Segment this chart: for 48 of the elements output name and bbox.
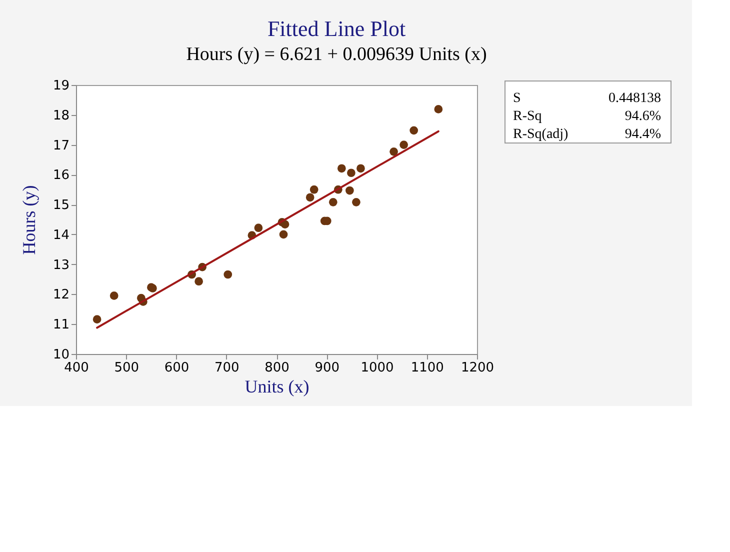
point: [306, 193, 314, 202]
point: [352, 198, 360, 206]
point: [400, 140, 408, 149]
y-axis-title: Hours (y): [18, 185, 39, 255]
y-tick-label: 11: [52, 318, 70, 333]
text: 94.4%: [624, 127, 662, 142]
point: [356, 164, 365, 173]
point: [310, 185, 318, 194]
text: S: [513, 91, 521, 106]
y-tick-label: 14: [52, 228, 70, 243]
x-tick-label: 600: [164, 360, 190, 376]
point: [254, 224, 263, 232]
point: [337, 164, 346, 173]
point: [224, 270, 232, 279]
x-tick-label: 900: [314, 360, 340, 376]
point: [280, 220, 290, 228]
point: [346, 186, 354, 195]
x-tick-label: 500: [114, 360, 140, 376]
y-tick-label: 13: [52, 258, 70, 273]
x-tick-label: 1200: [460, 360, 494, 376]
point: [347, 168, 356, 178]
point: [410, 126, 418, 135]
chart-subtitle: Hours (y) = 6.621 + 0.009639 Units (x): [186, 44, 487, 65]
point: [110, 292, 118, 300]
y-tick-label: 12: [52, 288, 70, 303]
y-tick-label: 16: [52, 168, 70, 184]
y-tick-label: 19: [52, 78, 70, 94]
x-tick-label: 1000: [360, 360, 394, 376]
y-tick-label: 17: [52, 138, 70, 154]
y-tick-label: 15: [52, 198, 70, 214]
text: 0.448138: [608, 91, 661, 106]
point: [92, 315, 102, 324]
point: [328, 198, 338, 206]
x-tick-label: 700: [214, 360, 240, 376]
x-tick-label: 800: [264, 360, 290, 376]
point: [390, 147, 398, 156]
point: [434, 105, 443, 114]
x-tick-label: 400: [64, 360, 89, 376]
x-tick-label: 1100: [410, 360, 444, 376]
text: R-Sq: [513, 109, 542, 124]
y-tick-label: 18: [52, 108, 70, 124]
chart-title: Fitted Line Plot: [267, 16, 406, 41]
x-axis-title: Units (x): [244, 376, 310, 396]
point: [194, 277, 203, 286]
text: 94.6%: [624, 109, 662, 124]
point: [279, 230, 288, 239]
y-tick-label: 10: [52, 348, 70, 362]
text: R-Sq(adj): [513, 127, 569, 142]
